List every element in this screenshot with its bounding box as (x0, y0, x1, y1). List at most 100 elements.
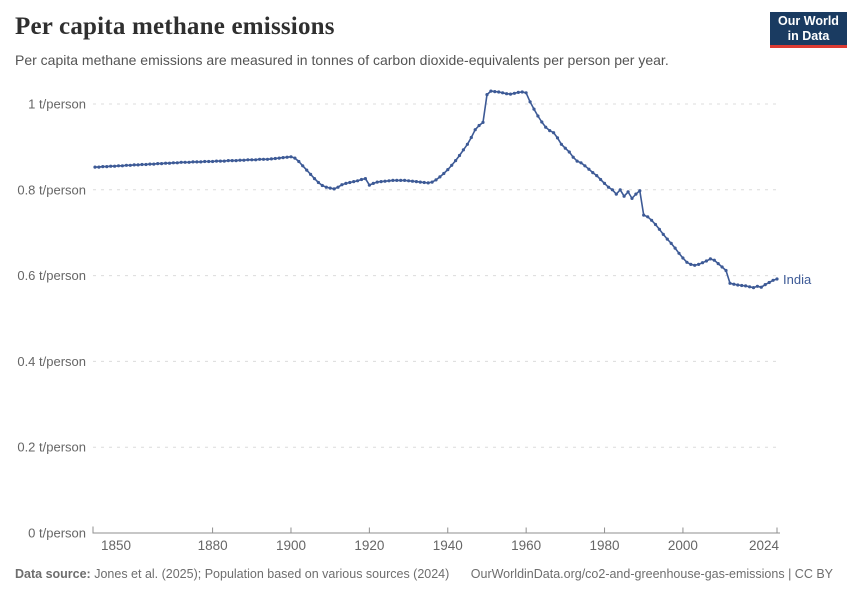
india-series-point[interactable] (332, 187, 336, 191)
india-series-point[interactable] (473, 128, 477, 132)
india-series-point[interactable] (669, 241, 673, 245)
india-series-point[interactable] (736, 283, 740, 287)
india-series-point[interactable] (316, 180, 320, 185)
india-series-point[interactable] (367, 183, 371, 187)
india-series-point[interactable] (214, 159, 219, 163)
india-series-point[interactable] (348, 180, 352, 185)
india-series-point[interactable] (446, 168, 450, 172)
india-series-point[interactable] (148, 162, 152, 166)
india-series-point[interactable] (312, 177, 317, 181)
india-series-point[interactable] (724, 268, 728, 273)
india-series-point[interactable] (320, 183, 324, 188)
india-series-point[interactable] (277, 156, 281, 160)
india-series-point[interactable] (665, 237, 669, 241)
india-series-point[interactable] (457, 153, 462, 158)
india-series-point[interactable] (269, 157, 273, 161)
india-series-point[interactable] (763, 283, 767, 287)
india-series-point[interactable] (250, 158, 254, 162)
india-series-point[interactable] (481, 120, 485, 124)
india-series-point[interactable] (552, 131, 556, 135)
india-series-point[interactable] (101, 165, 105, 169)
india-series-point[interactable] (653, 222, 658, 227)
india-series-point[interactable] (642, 213, 646, 217)
india-series-point[interactable] (410, 179, 415, 183)
india-series-point[interactable] (744, 284, 748, 288)
india-series-point[interactable] (512, 91, 517, 95)
india-series-point[interactable] (387, 179, 391, 183)
india-series-point[interactable] (140, 162, 144, 167)
india-series-point[interactable] (422, 180, 426, 185)
india-series-point[interactable] (97, 165, 101, 169)
india-series-point[interactable] (293, 156, 297, 160)
india-series-point[interactable] (712, 258, 716, 262)
india-series-point[interactable] (540, 120, 544, 124)
india-series-point[interactable] (520, 90, 524, 94)
india-series-point[interactable] (728, 281, 732, 285)
india-series-point[interactable] (700, 261, 705, 265)
india-series-point[interactable] (305, 168, 309, 172)
india-series-point[interactable] (751, 286, 756, 290)
india-series-point[interactable] (242, 158, 246, 162)
india-series-point[interactable] (693, 263, 697, 267)
india-series-point[interactable] (403, 178, 407, 182)
india-series-point[interactable] (191, 160, 195, 164)
india-series-point[interactable] (732, 282, 736, 286)
india-series-point[interactable] (438, 175, 442, 179)
india-series-point[interactable] (610, 188, 615, 192)
india-series-point[interactable] (156, 162, 160, 166)
india-series-point[interactable] (289, 155, 293, 159)
india-series-point[interactable] (116, 164, 121, 168)
india-series-point[interactable] (261, 157, 266, 161)
india-series-point[interactable] (505, 92, 509, 96)
india-series-point[interactable] (371, 181, 375, 185)
owid-url-link[interactable]: OurWorldinData.org/co2-and-greenhouse-ga… (470, 567, 785, 581)
india-series-point[interactable] (646, 215, 650, 219)
india-series-point[interactable] (689, 262, 693, 266)
india-series-point[interactable] (207, 159, 211, 164)
owid-logo[interactable]: Our World in Data (770, 12, 847, 48)
india-series-point[interactable] (524, 91, 528, 95)
india-series-point[interactable] (708, 257, 713, 261)
india-series-point[interactable] (430, 180, 434, 184)
india-series-point[interactable] (285, 155, 289, 159)
india-series-point[interactable] (555, 136, 560, 140)
india-series-point[interactable] (395, 178, 399, 182)
india-series-point[interactable] (571, 155, 575, 159)
india-series-point[interactable] (238, 158, 242, 162)
series-label-india[interactable]: India (783, 272, 812, 288)
india-series-point[interactable] (716, 262, 720, 266)
india-series-point[interactable] (638, 189, 642, 193)
india-series-point[interactable] (195, 160, 199, 164)
india-series-point[interactable] (167, 161, 172, 165)
india-series-point[interactable] (497, 90, 501, 94)
india-series-point[interactable] (661, 232, 665, 236)
india-series-point[interactable] (595, 174, 599, 178)
india-series-point[interactable] (265, 157, 270, 161)
india-series-point[interactable] (567, 150, 571, 154)
india-series-point[interactable] (748, 285, 752, 289)
india-series-point[interactable] (109, 164, 113, 168)
india-series-point[interactable] (489, 89, 493, 93)
india-series-point[interactable] (246, 158, 250, 162)
india-series-point[interactable] (477, 123, 481, 128)
india-series-point[interactable] (226, 159, 230, 163)
india-series-point[interactable] (544, 125, 548, 129)
india-series-point[interactable] (657, 227, 662, 231)
india-series-point[interactable] (681, 256, 685, 260)
india-series-point[interactable] (559, 142, 564, 146)
india-series-point[interactable] (309, 172, 313, 176)
india-series-point[interactable] (359, 177, 364, 182)
india-series-point[interactable] (602, 181, 607, 185)
india-series-point[interactable] (187, 160, 191, 164)
india-series-point[interactable] (599, 177, 603, 182)
india-series-point[interactable] (218, 159, 222, 163)
india-series-point[interactable] (273, 156, 277, 161)
india-series-point[interactable] (375, 180, 379, 184)
india-series-point[interactable] (344, 181, 348, 185)
india-series-point[interactable] (434, 178, 438, 182)
india-series-point[interactable] (175, 161, 179, 165)
india-series-point[interactable] (254, 158, 258, 162)
india-series-point[interactable] (536, 114, 540, 118)
india-series-point[interactable] (132, 163, 136, 167)
india-series-point[interactable] (426, 181, 430, 185)
